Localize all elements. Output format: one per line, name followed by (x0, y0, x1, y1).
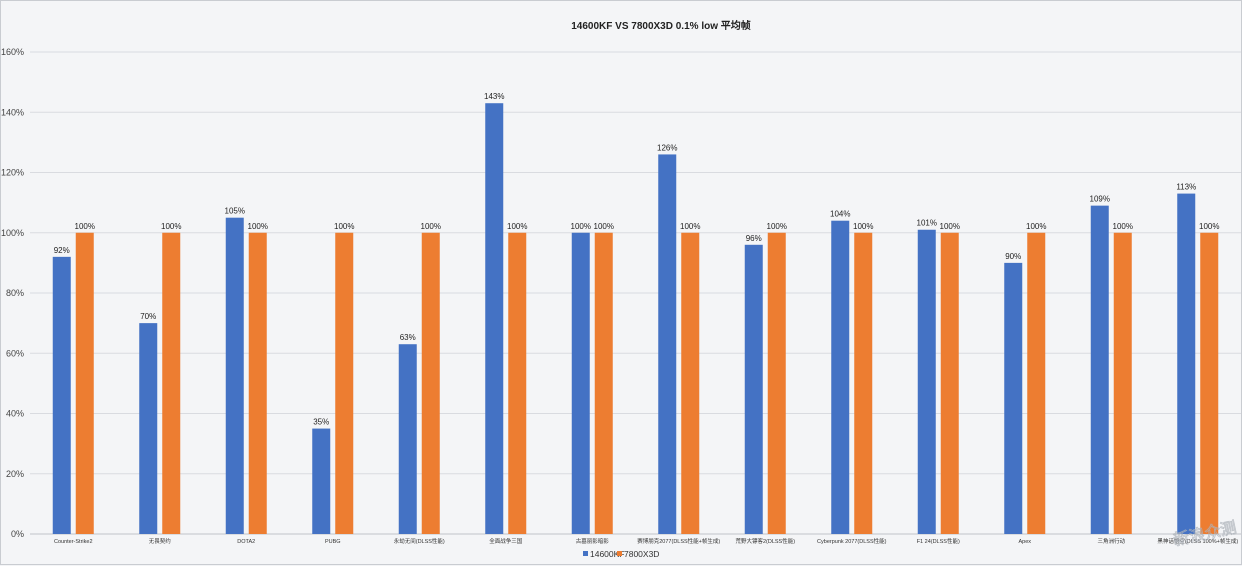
legend-label: 7800X3D (624, 549, 659, 559)
bar-series1 (1177, 193, 1196, 534)
x-category-label: 三角洲行动 (1097, 537, 1125, 545)
data-label: 100% (680, 222, 700, 231)
x-category-label: F1 24(DLSS性能) (917, 537, 960, 545)
bar-series1 (398, 344, 417, 534)
data-label: 100% (507, 222, 527, 231)
bar-series1 (571, 232, 590, 534)
data-label: 104% (830, 210, 850, 219)
bar-series1 (52, 256, 71, 534)
x-category-label: DOTA2 (237, 539, 255, 545)
bar-series1 (139, 323, 158, 534)
data-label: 92% (54, 246, 70, 255)
bar-series2 (767, 232, 786, 534)
bar-series2 (162, 232, 181, 534)
x-category-label: 黑神话悟空(DLSS 100%+帧生成) (1157, 537, 1238, 545)
data-label: 100% (421, 222, 441, 231)
data-label: 100% (767, 222, 787, 231)
data-label: 100% (75, 222, 95, 231)
y-tick-label: 160% (1, 47, 24, 57)
x-category-label: 无畏契约 (149, 537, 172, 545)
data-label: 100% (571, 222, 591, 231)
gridlines (30, 51, 1241, 535)
data-label: 100% (853, 222, 873, 231)
legend-swatch (617, 551, 622, 556)
bar-series1 (312, 428, 331, 534)
bar-series1 (1004, 262, 1023, 534)
legend: 14600KF 7800X3D (583, 549, 659, 559)
bar-series1 (831, 220, 850, 534)
chart-title: 14600KF VS 7800X3D 0.1% low 平均帧 (571, 19, 751, 32)
legend-label: 14600KF (590, 549, 625, 559)
bar-series2 (75, 232, 94, 534)
bar-series2 (508, 232, 527, 534)
data-label: 100% (594, 222, 614, 231)
bar-series2 (1027, 232, 1046, 534)
bar-series1 (225, 217, 244, 534)
y-tick-label: 100% (1, 228, 24, 238)
x-category-label: 荒野大镖客2(DLSS性能) (735, 537, 795, 545)
data-label: 143% (484, 92, 504, 101)
x-category-label: 赛博朋克2077(DLSS性能+帧生成) (637, 537, 720, 545)
x-category-label: Cyberpunk 2077(DLSS性能) (817, 537, 887, 545)
bars (52, 103, 1219, 535)
data-label: 113% (1176, 183, 1196, 192)
data-label: 70% (140, 312, 156, 321)
bar-series1 (485, 103, 504, 535)
bar-series2 (1200, 232, 1219, 534)
bar-series2 (1113, 232, 1132, 534)
data-label: 100% (248, 222, 268, 231)
bar-series2 (594, 232, 613, 534)
data-label: 100% (334, 222, 354, 231)
bar-series1 (658, 154, 677, 535)
data-label: 100% (1026, 222, 1046, 231)
y-tick-label: 60% (6, 348, 24, 358)
bar-series1 (917, 229, 936, 535)
bar-series1 (1090, 205, 1109, 534)
y-tick-label: 120% (1, 168, 24, 178)
x-category-label: Apex (1018, 539, 1031, 545)
bar-series2 (248, 232, 267, 534)
x-category-label: 永劫无间(DLSS性能) (394, 537, 445, 545)
y-tick-label: 0% (11, 529, 24, 539)
y-tick-label: 80% (6, 288, 24, 298)
data-label: 100% (1199, 222, 1219, 231)
data-labels: 92%100%70%100%105%100%35%100%63%100%143%… (54, 92, 1220, 426)
data-label: 105% (225, 207, 245, 216)
x-category-label: 全面战争三国 (489, 537, 523, 545)
y-axis-ticks: 0% 20% 40% 60% 80% 100% 120% 140% 160% (1, 47, 24, 539)
data-label: 35% (313, 418, 329, 427)
data-label: 100% (940, 222, 960, 231)
bar-series2 (335, 232, 354, 534)
data-label: 101% (917, 219, 937, 228)
legend-swatch (583, 551, 588, 556)
y-tick-label: 40% (6, 409, 24, 419)
bar-series2 (681, 232, 700, 534)
bar-series2 (854, 232, 873, 534)
x-axis-categories: Counter-Strike2 无畏契约 DOTA2 PUBG 永劫无间(DLSS性能)… (54, 537, 1238, 545)
y-tick-label: 140% (1, 107, 24, 117)
data-label: 109% (1090, 195, 1110, 204)
data-label: 100% (1113, 222, 1133, 231)
x-category-label: Counter-Strike2 (54, 539, 93, 545)
bar-series2 (421, 232, 440, 534)
bar-series1 (744, 244, 763, 535)
data-label: 63% (400, 333, 416, 342)
bar-series2 (940, 232, 959, 534)
y-tick-label: 20% (6, 469, 24, 479)
data-label: 90% (1005, 252, 1021, 261)
data-label: 126% (657, 143, 677, 152)
data-label: 96% (746, 234, 762, 243)
x-category-label: PUBG (325, 539, 341, 545)
data-label: 100% (161, 222, 181, 231)
x-category-label: 古墓丽影暗影 (576, 537, 610, 545)
